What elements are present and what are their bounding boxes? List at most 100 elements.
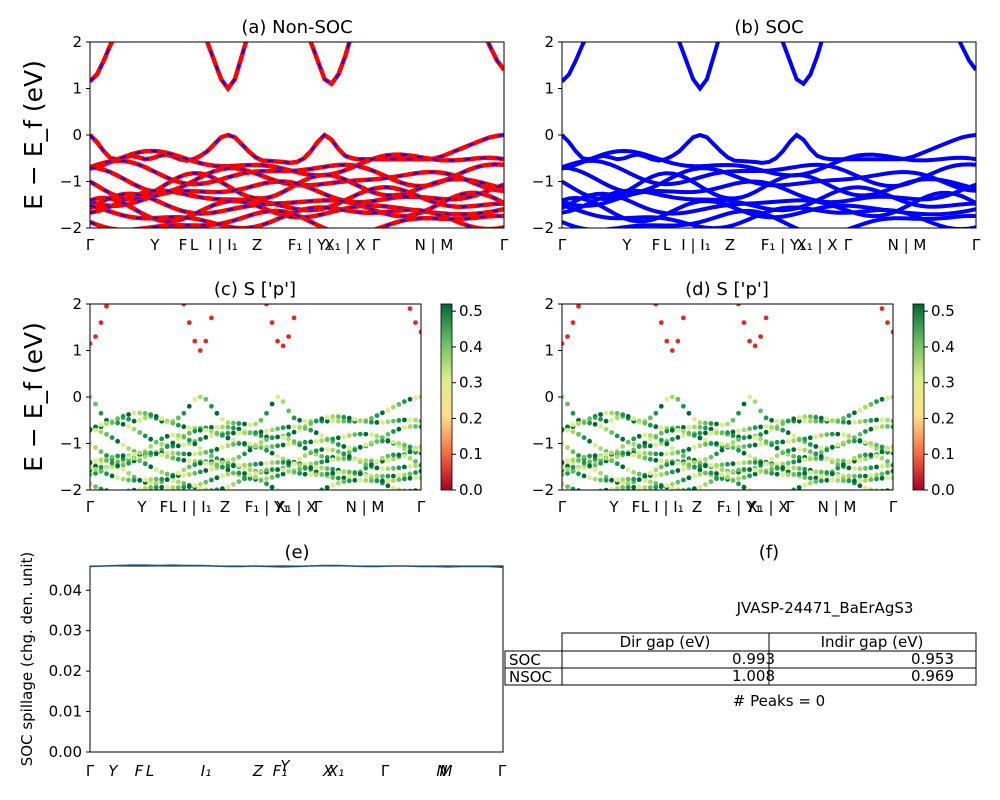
projected-point <box>231 442 236 447</box>
projected-point <box>275 338 280 344</box>
projected-point <box>669 451 675 456</box>
projected-point <box>407 449 413 455</box>
projected-point <box>664 396 670 402</box>
projected-point <box>631 416 637 421</box>
panel-b-klabel: Z <box>725 236 735 254</box>
gap-table-value: 0.993 <box>732 650 775 668</box>
panel-c-klabel: Γ <box>86 498 95 516</box>
projected-point <box>369 458 374 464</box>
band-line-overlay <box>90 180 504 207</box>
projected-point <box>730 433 736 439</box>
projected-point <box>807 470 813 475</box>
projected-point <box>658 464 664 470</box>
projected-point <box>209 461 214 466</box>
projected-point <box>137 458 143 464</box>
projected-point <box>730 478 736 483</box>
projected-point <box>890 394 893 400</box>
projected-point <box>137 450 143 456</box>
projected-point <box>258 445 264 451</box>
projected-point <box>829 418 835 423</box>
projected-point <box>319 465 325 471</box>
projected-point <box>225 443 231 449</box>
projected-point <box>692 473 697 479</box>
projected-point <box>669 460 675 466</box>
projected-point <box>653 467 659 473</box>
projected-point <box>330 482 336 488</box>
projected-point <box>631 436 637 442</box>
projected-point <box>658 320 664 325</box>
ytick-label: 1 <box>72 80 82 98</box>
projected-point <box>669 445 675 451</box>
projected-point <box>609 410 614 416</box>
projected-point <box>631 476 637 482</box>
gap-table-row-label: NSOC <box>509 668 552 686</box>
projected-point <box>120 476 126 482</box>
panel-e-xtick: Z <box>252 762 264 780</box>
ytick-label: 2 <box>72 295 82 313</box>
projected-point <box>280 442 286 448</box>
projected-point <box>192 470 198 476</box>
projected-point <box>791 465 797 471</box>
projected-point <box>787 489 789 490</box>
panel-b-yticks: −2 −1 0 1 2 <box>532 33 562 237</box>
projected-point <box>153 476 159 482</box>
projected-point <box>802 466 808 472</box>
projected-point <box>730 417 736 423</box>
projected-point <box>570 464 576 470</box>
projected-point <box>625 476 631 482</box>
projected-point <box>192 428 198 434</box>
projected-point <box>319 416 325 422</box>
projected-point <box>620 412 626 417</box>
panel-b-klabel: Γ <box>844 236 853 254</box>
projected-point <box>148 450 154 456</box>
projected-point <box>297 442 302 448</box>
projected-point <box>253 470 258 476</box>
projected-point <box>885 320 890 325</box>
projected-point <box>614 415 620 421</box>
projected-point <box>197 348 203 353</box>
projected-point <box>319 438 325 444</box>
gap-table <box>504 632 977 686</box>
projected-point <box>570 422 576 428</box>
projected-point <box>824 477 830 483</box>
projected-point <box>879 488 885 490</box>
projected-point <box>885 395 890 401</box>
projected-point <box>247 462 253 468</box>
band-line <box>562 203 976 228</box>
projected-point <box>675 487 681 490</box>
projected-point <box>203 427 209 433</box>
projected-point <box>203 396 209 402</box>
projected-point <box>868 402 874 407</box>
projected-point <box>302 471 308 477</box>
gap-table-value: 1.008 <box>732 667 775 685</box>
projected-point <box>186 430 192 436</box>
projected-point <box>581 435 587 440</box>
projected-point <box>291 424 297 430</box>
projected-point <box>181 434 187 440</box>
projected-point <box>269 467 275 472</box>
projected-point <box>730 461 736 467</box>
projected-point <box>175 436 181 442</box>
band-line-overlay <box>90 191 504 218</box>
projected-point <box>562 465 565 470</box>
projected-point <box>286 432 291 437</box>
projected-point <box>824 457 830 462</box>
projected-point <box>714 430 719 436</box>
projected-point <box>841 419 846 425</box>
projected-point <box>675 450 681 455</box>
projected-point <box>852 466 857 471</box>
projected-point <box>625 414 631 419</box>
projected-point <box>758 460 763 466</box>
projected-point <box>192 459 198 464</box>
colorbar-tick-label: 0.1 <box>459 445 483 463</box>
projected-point <box>669 486 675 490</box>
projected-point <box>148 477 154 482</box>
projected-point <box>769 424 774 430</box>
ytick-label: 0 <box>544 126 554 144</box>
projected-point <box>396 473 402 478</box>
projected-point <box>587 420 592 426</box>
projected-point <box>407 488 413 490</box>
panel-c-klabel: Γ <box>417 498 426 516</box>
panel-e-xtick: Γ <box>381 762 390 780</box>
projected-point <box>231 425 236 431</box>
